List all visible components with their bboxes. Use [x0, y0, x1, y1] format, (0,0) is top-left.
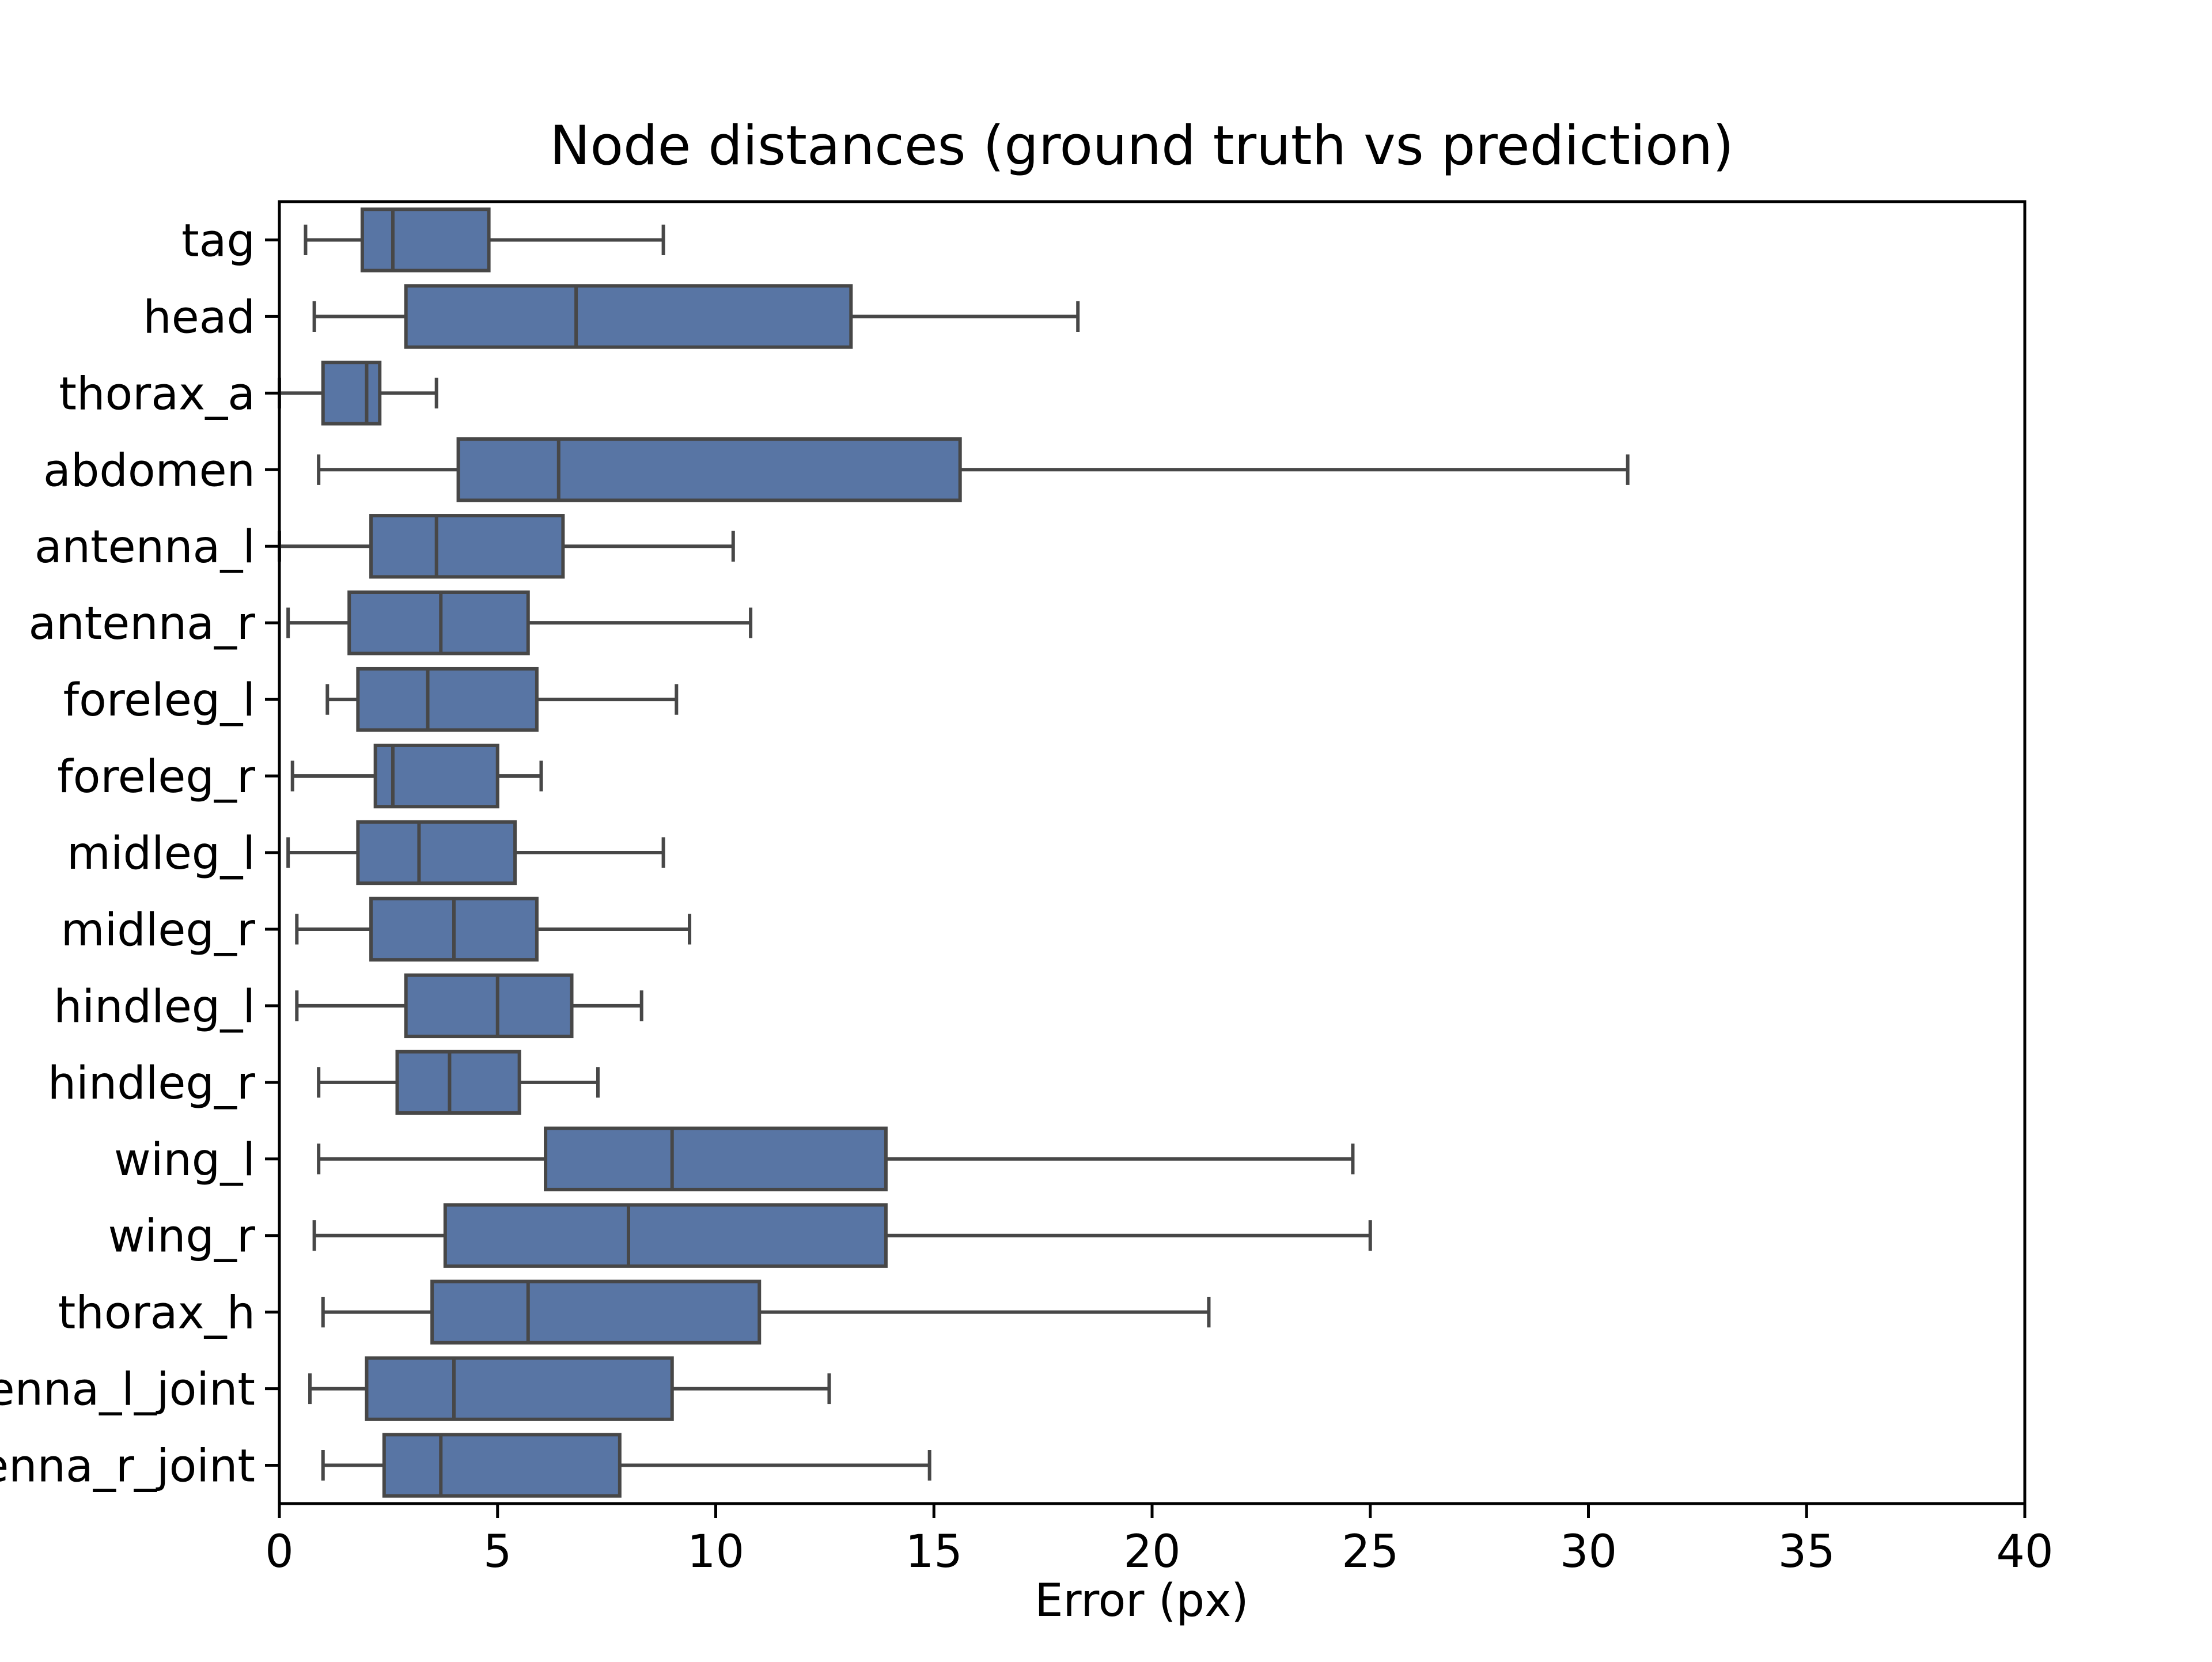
x-tick-label-30: 30	[1560, 1526, 1617, 1578]
x-tick-label-15: 15	[906, 1526, 963, 1578]
x-tick-label-0: 0	[265, 1526, 294, 1578]
plot-frame	[278, 200, 2027, 1505]
box-abdomen	[456, 437, 962, 502]
y-tick-label-antenna-l-joint: antenna_l_joint	[0, 1364, 255, 1416]
box-wing-r	[443, 1203, 888, 1268]
chart-title: Node distances (ground truth vs predicti…	[550, 115, 1734, 177]
y-tick-label-foreleg-l: foreleg_l	[63, 675, 255, 726]
y-tick-label-head: head	[143, 291, 255, 343]
box-hindleg-l	[404, 973, 574, 1039]
x-tick-label-20: 20	[1123, 1526, 1180, 1578]
y-tick-label-tag: tag	[181, 215, 255, 267]
y-tick-label-wing-r: wing_r	[108, 1211, 256, 1263]
y-tick-label-hindleg-r: hindleg_r	[48, 1058, 256, 1110]
box-wing-l	[544, 1126, 888, 1191]
y-tick-label-midleg-r: midleg_r	[61, 904, 256, 956]
x-tick-label-5: 5	[483, 1526, 512, 1578]
box-antenna-l-joint	[365, 1356, 674, 1421]
box-hindleg-r	[395, 1050, 521, 1115]
x-tick-label-35: 35	[1778, 1526, 1835, 1578]
y-tick-label-wing-l: wing_l	[114, 1134, 255, 1186]
x-tick-label-40: 40	[1996, 1526, 2053, 1578]
y-tick-label-midleg-l: midleg_l	[67, 828, 255, 880]
box-head	[404, 284, 853, 349]
x-tick-label-25: 25	[1342, 1526, 1399, 1578]
y-tick-label-antenna-r: antenna_r	[28, 598, 255, 650]
y-tick-label-thorax-a: thorax_a	[59, 368, 255, 420]
box-antenna-r-joint	[382, 1433, 622, 1498]
y-tick-label-antenna-r-joint: antenna_r_joint	[0, 1441, 255, 1493]
box-midleg-l	[356, 820, 517, 885]
box-tag	[360, 207, 491, 272]
box-foreleg-l	[356, 667, 539, 732]
x-axis-label: Error (px)	[1035, 1575, 1248, 1627]
y-tick-label-antenna-l: antenna_l	[35, 521, 255, 573]
y-tick-label-thorax-h: thorax_h	[58, 1288, 255, 1339]
y-tick-label-foreleg-r: foreleg_r	[57, 751, 256, 803]
box-antenna-l	[369, 514, 565, 579]
box-thorax-h	[430, 1279, 762, 1345]
box-thorax-a	[321, 361, 382, 426]
x-tick-label-10: 10	[687, 1526, 744, 1578]
box-antenna-r	[347, 590, 530, 656]
y-tick-label-hindleg-l: hindleg_l	[54, 981, 255, 1033]
y-tick-label-abdomen: abdomen	[43, 445, 255, 497]
box-foreleg-r	[373, 743, 499, 809]
